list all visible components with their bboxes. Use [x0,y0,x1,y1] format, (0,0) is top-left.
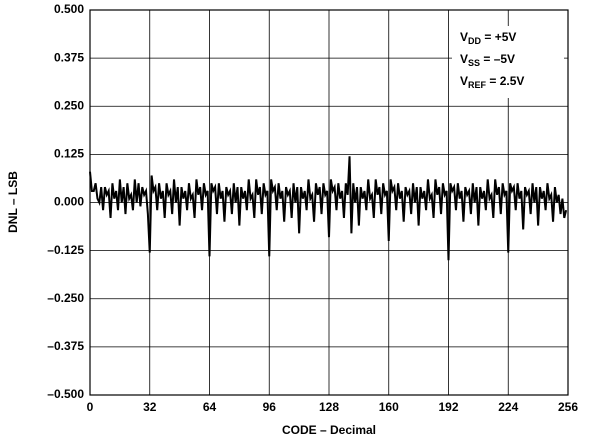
y-tick-label: –0.375 [47,339,84,353]
annotation-symbol: V [460,30,468,44]
x-tick-label: 224 [498,400,518,414]
annotation-symbol: V [460,52,468,66]
annotation: VSS = –5V [460,52,515,68]
annotation-box [452,26,564,98]
y-tick-label: 0.500 [54,2,84,16]
annotation: VREF = 2.5V [460,74,524,90]
y-axis-title: DNL – LSB [6,171,20,233]
x-tick-label: 32 [143,400,157,414]
annotation-symbol: V [460,74,468,88]
x-tick-label: 64 [203,400,217,414]
data-line [89,156,568,261]
annotation-text: = 2.5V [486,74,524,88]
annotation-subscript: SS [468,58,480,68]
y-tick-label: 0.000 [54,195,84,209]
x-tick-label: 0 [87,400,94,414]
y-tick-label: 0.250 [54,98,84,112]
annotation-text: = +5V [481,30,516,44]
x-tick-label: 96 [263,400,277,414]
y-tick-label: 0.125 [54,147,84,161]
plot-frame [89,9,569,396]
x-tick-label: 192 [438,400,458,414]
x-tick-label: 256 [558,400,578,414]
y-tick-label: –0.125 [47,243,84,257]
x-axis-title: CODE – Decimal [282,423,376,437]
y-tick-label: –0.250 [47,291,84,305]
annotation-subscript: DD [468,36,481,46]
annotation-subscript: REF [468,80,487,90]
y-tick-label: 0.375 [54,50,84,64]
x-tick-label: 128 [319,400,339,414]
annotation: VDD = +5V [460,30,516,46]
y-tick-label: –0.500 [47,387,84,401]
annotation-text: = –5V [480,52,515,66]
x-tick-label: 160 [379,400,399,414]
